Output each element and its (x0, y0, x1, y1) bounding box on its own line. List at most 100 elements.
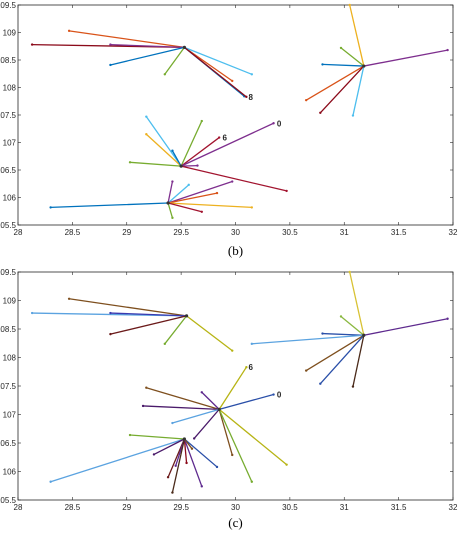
edge-line (167, 180, 174, 204)
edge-endpoint (163, 73, 167, 76)
edge-line (183, 46, 248, 98)
edge-endpoint (351, 114, 355, 117)
edge-endpoint (185, 461, 188, 465)
chart-panel-b: 28 28.5 29 29.5 30 30.5 31 31.5 32 105.5 106 106.5 1… (0, 1, 458, 258)
hub-node (182, 437, 186, 441)
hub-2 (250, 270, 449, 388)
x-tick-label: 28.5 (65, 228, 81, 237)
x-tick-label: 31 (340, 228, 349, 237)
edge-endpoint (215, 191, 219, 195)
x-tick-label: 31 (340, 503, 349, 512)
edge-line (171, 150, 182, 167)
edge-endpoint (348, 3, 351, 7)
x-tick-label: 28 (14, 503, 23, 512)
edge-line (349, 271, 365, 336)
edge-line (193, 408, 220, 440)
y-tick-label: 107 (3, 139, 17, 148)
edge-endpoint (196, 164, 199, 167)
point-annotation: 6 (222, 134, 227, 143)
y-tick-label: 106 (3, 468, 17, 477)
hub-1 (30, 29, 254, 99)
hub-node (182, 45, 186, 49)
edge-endpoint (171, 491, 174, 494)
edge-endpoint (321, 63, 324, 66)
edge-line (167, 192, 218, 204)
edge-line (251, 334, 365, 345)
hub-node (362, 64, 366, 68)
edge-endpoint (67, 29, 71, 33)
edge-line (109, 46, 186, 66)
y-tick-label: 105.5 (0, 221, 17, 230)
edge-endpoint (49, 206, 52, 209)
edge-line (340, 315, 365, 336)
x-tick-label: 29 (122, 503, 131, 512)
edge-line (167, 184, 190, 204)
edge-endpoint (245, 365, 248, 369)
axes-box (17, 271, 454, 501)
edge-endpoint (109, 43, 112, 46)
edge-endpoint (231, 79, 234, 83)
panel-caption: (c) (228, 515, 242, 530)
x-tick-label: 29.5 (173, 503, 189, 512)
edge-endpoint (231, 453, 234, 457)
edge-endpoint (152, 453, 156, 456)
edge-endpoint (128, 161, 132, 164)
edge-line (363, 318, 449, 336)
edge-line (167, 202, 203, 213)
edge-endpoint (250, 342, 254, 346)
hub-4 (49, 180, 254, 220)
x-tick-label: 30.5 (282, 503, 298, 512)
edge-line (145, 387, 220, 411)
edge-endpoint (319, 111, 322, 115)
y-tick-label: 109 (3, 297, 17, 306)
panel-caption: (b) (228, 243, 243, 258)
edge-line (49, 438, 186, 483)
edge-line (218, 408, 233, 456)
edge-line (319, 334, 365, 385)
edge-endpoint (128, 433, 132, 437)
edge-line (171, 438, 186, 494)
edge-line (167, 202, 253, 209)
edge-line (180, 165, 288, 192)
hub-4 (49, 433, 219, 494)
edge-endpoint (190, 447, 194, 450)
hub-node (362, 333, 366, 337)
edge-endpoint (109, 311, 112, 315)
edge-line (183, 438, 188, 464)
edge-endpoint (351, 385, 355, 388)
point-annotation: 6 (249, 363, 254, 372)
y-tick-label: 108 (3, 84, 17, 93)
edge-line (142, 405, 220, 411)
edge-line (180, 164, 199, 167)
edge-line (68, 30, 186, 48)
edge-line (349, 4, 365, 67)
edge-line (340, 47, 365, 67)
edge-line (183, 438, 203, 487)
edge-line (109, 315, 188, 335)
edge-endpoint (30, 311, 34, 315)
edge-line (180, 122, 275, 167)
edge-endpoint (192, 437, 196, 440)
x-tick-label: 30 (231, 503, 240, 512)
edge-endpoint (171, 149, 174, 152)
edge-endpoint (339, 315, 343, 318)
edge-line (180, 136, 220, 167)
edge-endpoint (166, 476, 170, 479)
edge-line (145, 133, 182, 167)
y-tick-label: 108.5 (0, 325, 17, 334)
edge-endpoint (145, 133, 148, 136)
edge-endpoint (187, 183, 190, 187)
y-tick-label: 107 (3, 411, 17, 420)
edge-endpoint (200, 391, 203, 394)
edge-endpoint (321, 332, 324, 335)
edge-endpoint (200, 119, 203, 123)
edge-line (201, 391, 220, 411)
edge-endpoint (145, 386, 148, 389)
y-tick-label: 109.5 (0, 268, 17, 277)
edge-endpoint (171, 421, 174, 425)
edge-line (167, 180, 233, 204)
edge-line (164, 315, 188, 345)
x-tick-label: 31.5 (391, 503, 407, 512)
edge-line (183, 46, 253, 75)
edge-line (145, 116, 182, 167)
